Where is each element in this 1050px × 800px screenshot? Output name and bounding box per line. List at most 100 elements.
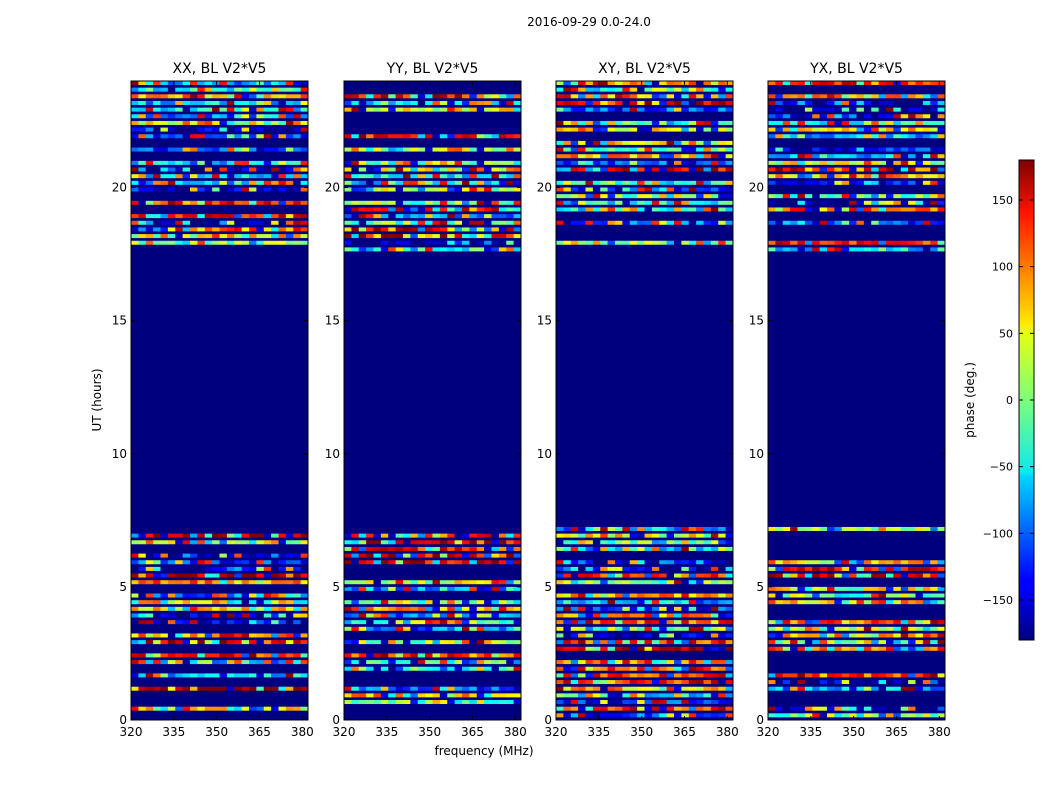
- phase-cell: [688, 673, 697, 678]
- phase-cell: [197, 653, 206, 658]
- phase-cell: [344, 546, 352, 551]
- phase-cell: [629, 127, 638, 132]
- phase-cell: [863, 247, 872, 252]
- phase-cell: [659, 154, 667, 159]
- phase-cell: [725, 686, 734, 691]
- phase-cell: [666, 580, 675, 585]
- phase-cell: [615, 533, 623, 538]
- phase-cell: [644, 700, 653, 705]
- phase-cell: [344, 553, 352, 558]
- phase-cell: [439, 693, 448, 698]
- phase-cell: [696, 526, 704, 531]
- phase-cell: [197, 200, 206, 205]
- phase-cell: [469, 586, 478, 591]
- phase-cell: [585, 87, 594, 92]
- phase-cell: [278, 200, 287, 205]
- phase-cell: [506, 586, 514, 591]
- phase-cell: [145, 613, 154, 618]
- phase-cell: [804, 81, 813, 85]
- phase-cell: [629, 700, 638, 705]
- phase-cell: [607, 713, 616, 718]
- phase-cell: [506, 613, 514, 618]
- phase-cell: [644, 560, 653, 565]
- phase-cell: [790, 120, 798, 125]
- phase-cell: [718, 526, 726, 531]
- phase-cell: [666, 147, 675, 152]
- phase-cell: [659, 194, 667, 199]
- phase-cell: [600, 673, 608, 678]
- phase-cell: [622, 140, 631, 145]
- phase-cell: [513, 640, 522, 645]
- phase-cell: [351, 660, 360, 665]
- phase-cell: [827, 633, 835, 638]
- phase-cell: [439, 600, 448, 605]
- phase-cell: [204, 134, 213, 139]
- phase-cell: [718, 600, 726, 605]
- phase-cell: [790, 100, 798, 105]
- phase-cell: [226, 640, 235, 645]
- phase-cell: [410, 94, 419, 99]
- phase-cell: [775, 174, 784, 179]
- phase-cell: [703, 700, 712, 705]
- phase-cell: [878, 207, 887, 212]
- phase-cell: [841, 100, 850, 105]
- phase-cell: [651, 646, 660, 651]
- phase-cell: [570, 180, 579, 185]
- phase-cell: [710, 700, 719, 705]
- phase-cell: [592, 187, 601, 192]
- phase-cell: [703, 573, 712, 578]
- phase-cell: [513, 247, 522, 252]
- phase-cell: [212, 87, 220, 92]
- phase-cell: [775, 194, 784, 199]
- phase-cell: [725, 566, 734, 571]
- phase-cell: [681, 660, 690, 665]
- phase-cell: [498, 660, 507, 665]
- phase-cell: [819, 114, 828, 119]
- phase-cell: [439, 100, 448, 105]
- phase-cell: [659, 240, 667, 245]
- phase-cell: [145, 573, 154, 578]
- phase-cell: [674, 100, 682, 105]
- phase-cell: [886, 706, 894, 711]
- phase-cell: [563, 140, 572, 145]
- phase-cell: [226, 160, 235, 165]
- phase-cell: [871, 114, 879, 119]
- phase-cell: [484, 560, 492, 565]
- phase-cell: [637, 680, 645, 685]
- phase-cell: [834, 686, 843, 691]
- phase-cell: [476, 693, 485, 698]
- y-tick-label: 15: [325, 314, 340, 328]
- phase-cell: [190, 613, 198, 618]
- phase-cell: [827, 180, 835, 185]
- phase-cell: [659, 87, 667, 92]
- phase-cell: [900, 566, 909, 571]
- phase-cell: [513, 606, 522, 611]
- phase-cell: [863, 240, 872, 245]
- phase-cell: [659, 566, 667, 571]
- phase-cell: [790, 220, 798, 225]
- phase-cell: [886, 633, 894, 638]
- y-tick-label: 15: [537, 314, 552, 328]
- phase-cell: [659, 713, 667, 718]
- phase-cell: [344, 640, 352, 645]
- phase-cell: [513, 546, 522, 551]
- phase-cell: [674, 94, 682, 99]
- phase-cell: [812, 114, 820, 119]
- phase-cell: [484, 200, 492, 205]
- phase-cell: [241, 613, 250, 618]
- phase-cell: [563, 167, 572, 172]
- phase-cell: [219, 686, 228, 691]
- phase-cell: [212, 566, 220, 571]
- phase-cell: [790, 673, 798, 678]
- phase-cell: [300, 160, 309, 165]
- phase-cell: [462, 94, 470, 99]
- phase-cell: [915, 167, 924, 172]
- phase-cell: [278, 633, 287, 638]
- phase-cell: [513, 533, 522, 538]
- phase-cell: [930, 194, 938, 199]
- phase-cell: [241, 593, 250, 598]
- phase-cell: [659, 160, 667, 165]
- phase-cell: [469, 626, 478, 631]
- phase-cell: [915, 560, 924, 565]
- phase-cell: [674, 546, 682, 551]
